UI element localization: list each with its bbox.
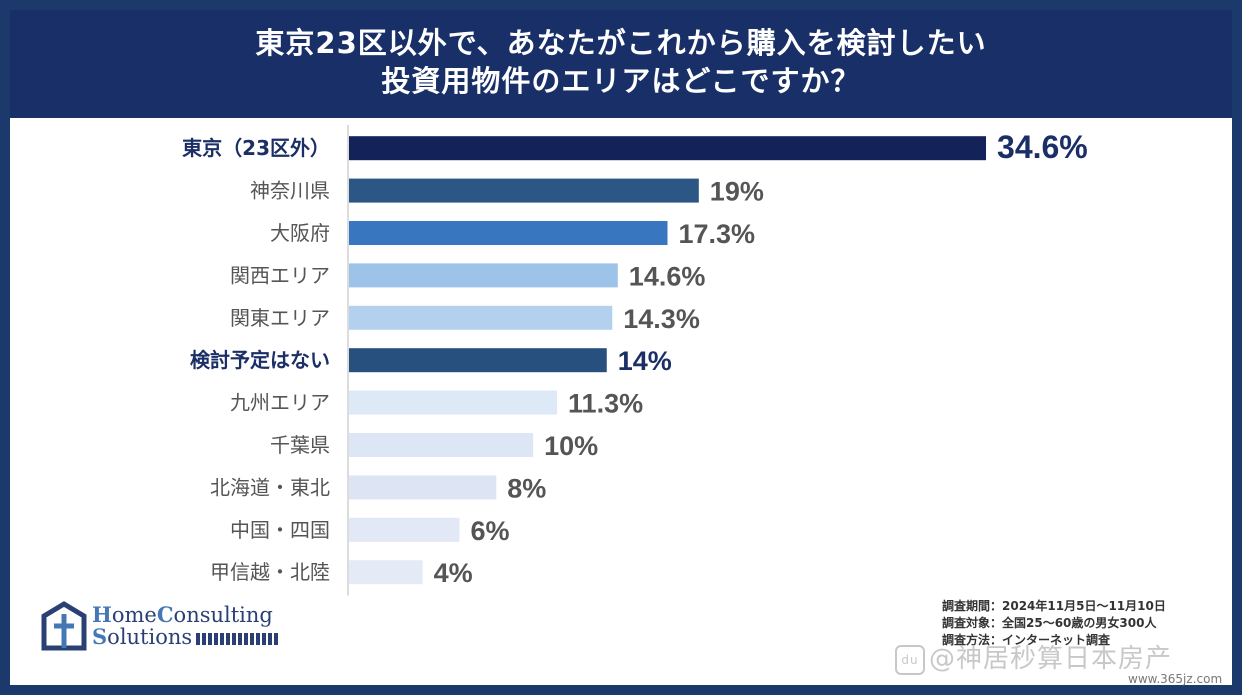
value-label: 34.6%: [997, 129, 1088, 165]
bar: [349, 136, 987, 161]
survey-period: 調査期間：2024年11月5日〜11月10日: [942, 599, 1166, 613]
chart-title-line1: 東京23区以外で、あなたがこれから購入を検討したい: [255, 26, 987, 60]
category-label: 甲信越・北陸: [210, 560, 330, 584]
category-label: 神奈川県: [250, 179, 330, 203]
value-label: 14.3%: [623, 304, 700, 334]
chart-title-line2: 投資用物件のエリアはどこですか？: [381, 64, 861, 98]
watermark-text: @神居秒算日本房产: [929, 644, 1173, 674]
value-label: 6%: [470, 516, 509, 546]
survey-method: 調査方法：インターネット調査: [942, 633, 1111, 647]
logo-wordmark: HomeConsulting Solutions: [92, 602, 281, 648]
category-label: 中国・四国: [230, 518, 330, 542]
category-label: 関西エリア: [230, 263, 330, 287]
bar: [349, 348, 607, 373]
bar: [349, 305, 613, 330]
value-label: 11.3%: [568, 389, 643, 419]
value-label: 14.6%: [629, 261, 706, 291]
survey-target: 調査対象：全国25〜60歳の男女300人: [942, 616, 1157, 630]
category-label: 大阪府: [270, 221, 330, 245]
logo-bars-icon: [196, 632, 281, 645]
value-label: 14%: [618, 346, 672, 376]
category-label: 北海道・東北: [210, 475, 330, 499]
bar: [349, 517, 460, 542]
logo-line1: HomeConsulting: [92, 602, 273, 627]
value-label: 17.3%: [679, 219, 756, 249]
category-label: 九州エリア: [230, 391, 330, 415]
value-label: 10%: [544, 431, 598, 461]
bar: [349, 433, 534, 457]
bar: [349, 390, 558, 415]
category-label: 東京（23区外）: [182, 136, 330, 160]
bar: [349, 475, 497, 500]
chart-panel: 東京23区以外で、あなたがこれから購入を検討したい 投資用物件のエリアはどこです…: [10, 10, 1232, 685]
watermark-badge-icon: du: [895, 644, 925, 675]
bar: [349, 178, 699, 203]
logo-line2: Solutions: [92, 626, 281, 648]
watermark: du @神居秒算日本房产: [895, 638, 1172, 675]
value-label: 19%: [710, 177, 764, 207]
value-label: 4%: [434, 558, 473, 588]
bar: [349, 560, 423, 585]
category-label: 関東エリア: [230, 306, 330, 330]
bar: [349, 221, 668, 245]
bar: [349, 263, 618, 288]
survey-notes: 調査期間：2024年11月5日〜11月10日 調査対象：全国25〜60歳の男女3…: [942, 598, 1166, 649]
category-label: 検討予定はない: [190, 348, 330, 372]
chart-header: 東京23区以外で、あなたがこれから購入を検討したい 投資用物件のエリアはどこです…: [10, 10, 1232, 118]
home-consulting-logo-icon: [41, 601, 87, 651]
value-label: 8%: [507, 473, 546, 503]
category-label: 千葉県: [270, 433, 330, 457]
watermark-url: www.365jz.com: [1128, 672, 1223, 686]
